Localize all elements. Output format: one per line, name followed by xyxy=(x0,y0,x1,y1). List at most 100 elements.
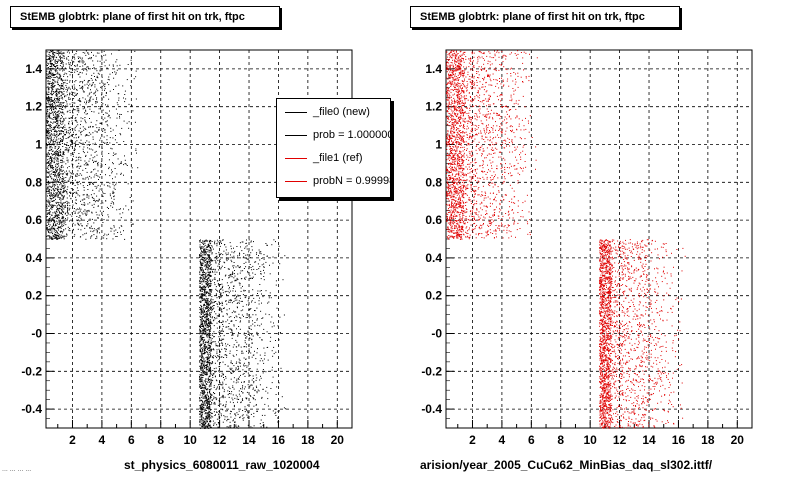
data-point xyxy=(202,387,204,389)
data-point xyxy=(244,342,246,344)
data-point xyxy=(86,134,88,136)
data-point xyxy=(51,56,53,58)
data-point xyxy=(248,251,250,253)
data-point xyxy=(51,88,53,90)
data-point xyxy=(261,264,263,266)
data-point xyxy=(201,361,203,363)
data-point xyxy=(271,369,273,371)
data-point xyxy=(79,56,81,58)
data-point xyxy=(46,96,47,98)
data-point xyxy=(58,53,60,55)
data-point xyxy=(135,150,137,151)
data-point xyxy=(242,419,244,421)
data-point xyxy=(237,334,239,336)
data-point xyxy=(108,114,110,116)
data-point xyxy=(211,403,213,405)
data-point xyxy=(59,53,61,54)
data-point xyxy=(208,251,210,253)
data-point xyxy=(201,363,202,365)
data-point xyxy=(205,389,207,390)
data-point xyxy=(201,288,203,290)
data-point xyxy=(218,341,220,343)
data-point xyxy=(209,369,211,371)
data-point xyxy=(79,98,81,100)
data-point xyxy=(59,206,61,207)
data-point xyxy=(69,67,71,69)
data-point xyxy=(205,283,207,285)
data-point xyxy=(201,305,202,307)
data-point xyxy=(206,351,208,352)
data-point xyxy=(97,131,98,133)
data-point xyxy=(99,210,101,212)
data-point xyxy=(202,384,204,386)
data-point xyxy=(135,70,137,72)
data-point xyxy=(204,275,206,277)
data-point xyxy=(96,174,98,176)
data-point xyxy=(52,106,54,108)
data-point xyxy=(62,68,64,69)
data-point xyxy=(61,203,63,205)
data-point xyxy=(113,226,115,228)
data-point xyxy=(209,366,211,368)
data-point xyxy=(201,353,203,355)
data-point xyxy=(209,312,211,314)
data-point xyxy=(61,237,63,239)
data-point xyxy=(204,300,206,302)
data-point xyxy=(95,150,97,152)
data-point xyxy=(204,293,206,295)
data-point xyxy=(80,223,82,225)
data-point xyxy=(46,228,48,229)
data-point xyxy=(59,191,61,193)
data-point xyxy=(209,247,211,249)
data-point xyxy=(69,230,71,232)
data-point xyxy=(55,202,57,204)
data-point xyxy=(206,314,208,316)
data-point xyxy=(206,240,208,242)
data-point xyxy=(61,236,63,238)
data-point xyxy=(248,266,250,268)
data-point xyxy=(61,213,62,214)
data-point xyxy=(199,256,201,258)
data-point xyxy=(56,228,58,230)
data-point xyxy=(206,263,208,265)
data-point xyxy=(59,91,61,93)
data-point xyxy=(78,181,80,183)
data-point xyxy=(75,175,77,177)
data-point xyxy=(236,398,238,400)
data-point xyxy=(206,261,208,263)
data-point xyxy=(263,347,265,349)
data-point xyxy=(239,427,240,429)
data-point xyxy=(51,87,53,89)
data-point xyxy=(237,265,239,267)
data-point xyxy=(241,241,243,243)
data-point xyxy=(56,166,58,168)
data-point xyxy=(210,370,212,372)
data-point xyxy=(52,194,54,196)
data-point xyxy=(70,188,72,190)
data-point xyxy=(215,293,217,295)
data-point xyxy=(270,336,272,338)
data-point xyxy=(204,346,206,348)
y-tick-label: -0.4 xyxy=(21,402,42,416)
data-point xyxy=(219,350,220,352)
data-point xyxy=(202,422,204,424)
data-point xyxy=(247,417,249,419)
data-point xyxy=(69,145,71,147)
data-point xyxy=(51,233,53,235)
data-point xyxy=(101,94,102,96)
data-point xyxy=(201,319,203,320)
data-point xyxy=(50,97,52,98)
data-point xyxy=(63,161,65,163)
data-point xyxy=(48,143,50,145)
data-point xyxy=(78,73,80,75)
data-point xyxy=(207,277,209,279)
data-point xyxy=(91,171,93,173)
data-point xyxy=(68,148,70,150)
data-point xyxy=(72,115,74,116)
data-point xyxy=(207,323,209,325)
data-point xyxy=(52,67,54,69)
data-point xyxy=(244,375,246,377)
data-point xyxy=(233,295,235,297)
data-point xyxy=(208,302,210,304)
data-point xyxy=(257,324,259,326)
